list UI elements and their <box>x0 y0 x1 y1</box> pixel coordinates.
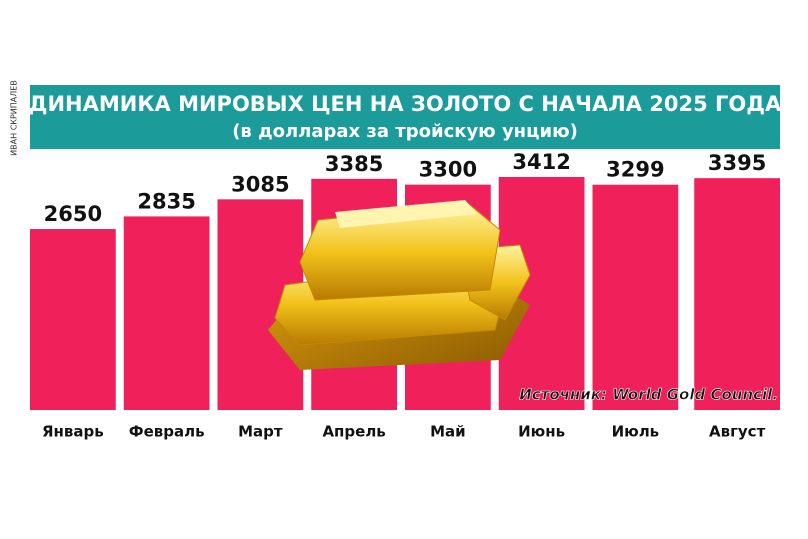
x-tick-label: Июль <box>612 423 660 441</box>
bar <box>592 184 679 410</box>
x-tick-label: Май <box>430 423 466 441</box>
x-tick-label: Январь <box>42 423 104 441</box>
author-credit: ИВАН СКРИПАЛЕВ <box>10 80 19 156</box>
x-tick-label: Июнь <box>518 423 565 441</box>
value-label: 3299 <box>606 158 664 182</box>
x-tick-label: Апрель <box>322 423 385 441</box>
value-label: 3412 <box>512 150 570 174</box>
x-tick-label: Март <box>238 423 283 441</box>
bar <box>30 229 116 410</box>
value-label: 3085 <box>231 172 289 196</box>
value-label: 3300 <box>419 158 477 182</box>
gold-bars-illustration <box>268 200 531 370</box>
x-tick-label: Август <box>709 423 766 441</box>
chart-subtitle: (в долларах за тройскую унцию) <box>232 121 578 142</box>
bar <box>694 178 780 410</box>
title-banner <box>30 85 780 149</box>
x-tick-label: Февраль <box>129 423 205 441</box>
value-label: 3395 <box>708 151 766 175</box>
value-label: 2835 <box>137 189 195 213</box>
value-label: 2650 <box>44 202 102 226</box>
source-note: Источник: World Gold Council. <box>519 386 778 404</box>
value-label: 3385 <box>325 152 383 176</box>
chart-title: ДИНАМИКА МИРОВЫХ ЦЕН НА ЗОЛОТО С НАЧАЛА … <box>29 92 782 116</box>
bar <box>123 216 210 410</box>
